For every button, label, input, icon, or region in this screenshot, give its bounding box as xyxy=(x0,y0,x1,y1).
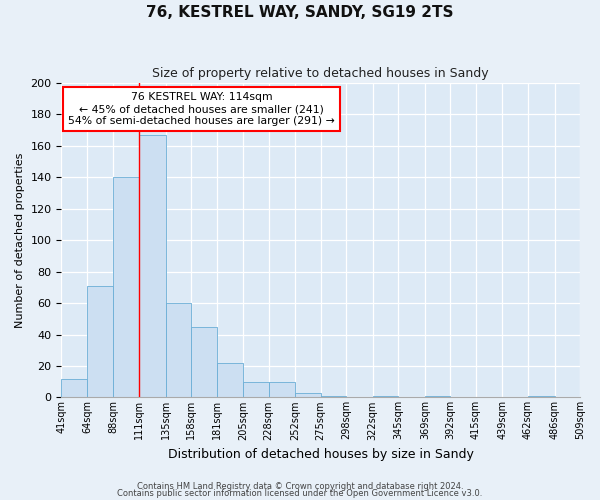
Text: 76, KESTREL WAY, SANDY, SG19 2TS: 76, KESTREL WAY, SANDY, SG19 2TS xyxy=(146,5,454,20)
Bar xyxy=(425,396,451,398)
Bar xyxy=(295,392,321,398)
Bar xyxy=(87,286,113,398)
Bar xyxy=(61,378,87,398)
Text: Contains HM Land Registry data © Crown copyright and database right 2024.: Contains HM Land Registry data © Crown c… xyxy=(137,482,463,491)
Text: Contains public sector information licensed under the Open Government Licence v3: Contains public sector information licen… xyxy=(118,490,482,498)
Bar xyxy=(269,382,295,398)
Text: 76 KESTREL WAY: 114sqm
← 45% of detached houses are smaller (241)
54% of semi-de: 76 KESTREL WAY: 114sqm ← 45% of detached… xyxy=(68,92,335,126)
Bar xyxy=(139,135,166,398)
Y-axis label: Number of detached properties: Number of detached properties xyxy=(15,152,25,328)
Title: Size of property relative to detached houses in Sandy: Size of property relative to detached ho… xyxy=(152,68,489,80)
Bar xyxy=(528,396,554,398)
Bar xyxy=(373,396,398,398)
Bar xyxy=(243,382,269,398)
Bar xyxy=(217,363,243,398)
Bar xyxy=(113,178,139,398)
Bar xyxy=(321,396,346,398)
Bar xyxy=(166,303,191,398)
X-axis label: Distribution of detached houses by size in Sandy: Distribution of detached houses by size … xyxy=(168,448,473,461)
Bar xyxy=(191,326,217,398)
